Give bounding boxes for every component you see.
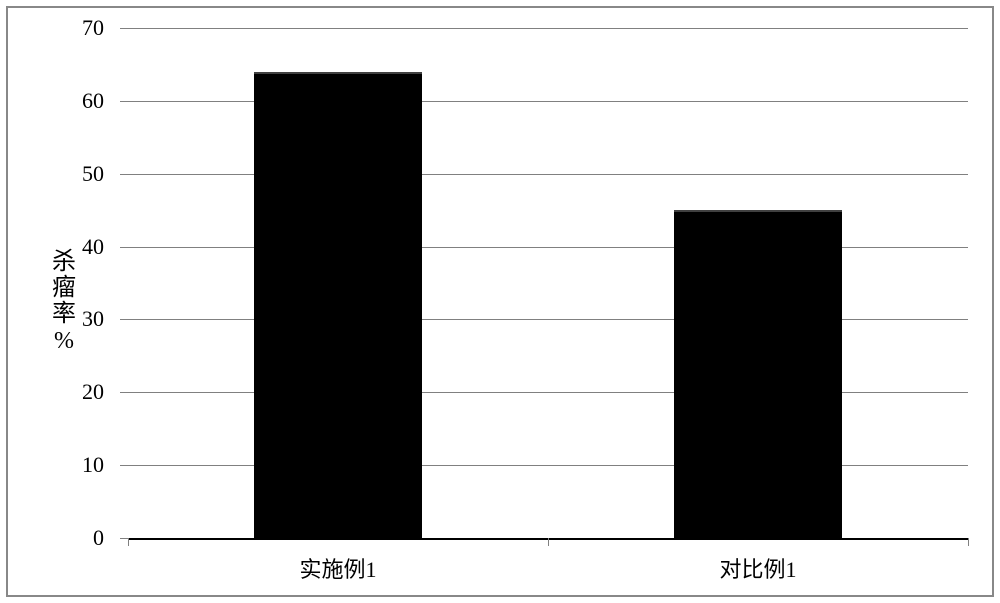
y-tick-mark <box>120 174 128 175</box>
y-tick-label: 60 <box>44 88 104 114</box>
y-tick-mark <box>120 465 128 466</box>
y-tick-label: 40 <box>44 234 104 260</box>
x-tick-label: 实施例1 <box>278 552 398 584</box>
y-tick-mark <box>120 101 128 102</box>
y-tick-mark <box>120 538 128 539</box>
bar <box>674 210 842 538</box>
y-tick-label: 30 <box>44 306 104 332</box>
bar <box>254 72 422 538</box>
y-tick-label: 10 <box>44 452 104 478</box>
y-axis-title-char: 瘤 <box>50 275 78 301</box>
y-axis-title: 杀 瘤 率 % <box>50 249 78 355</box>
y-tick-mark <box>120 247 128 248</box>
y-tick-mark <box>120 392 128 393</box>
x-tick-mark <box>548 538 549 546</box>
chart-frame: 杀 瘤 率 % 0 10 20 30 40 50 60 70 实施例1 对比例1 <box>6 6 994 597</box>
x-tick-mark <box>968 538 969 546</box>
y-tick-mark <box>120 319 128 320</box>
y-tick-mark <box>120 28 128 29</box>
plot-area <box>128 28 968 538</box>
y-tick-label: 50 <box>44 161 104 187</box>
y-tick-label: 0 <box>44 525 104 551</box>
x-tick-label: 对比例1 <box>698 552 818 584</box>
bar-top-edge <box>254 72 422 74</box>
bar-top-edge <box>674 210 842 212</box>
x-tick-mark <box>128 538 129 546</box>
grid-line <box>128 28 968 29</box>
y-tick-label: 70 <box>44 15 104 41</box>
y-tick-label: 20 <box>44 379 104 405</box>
